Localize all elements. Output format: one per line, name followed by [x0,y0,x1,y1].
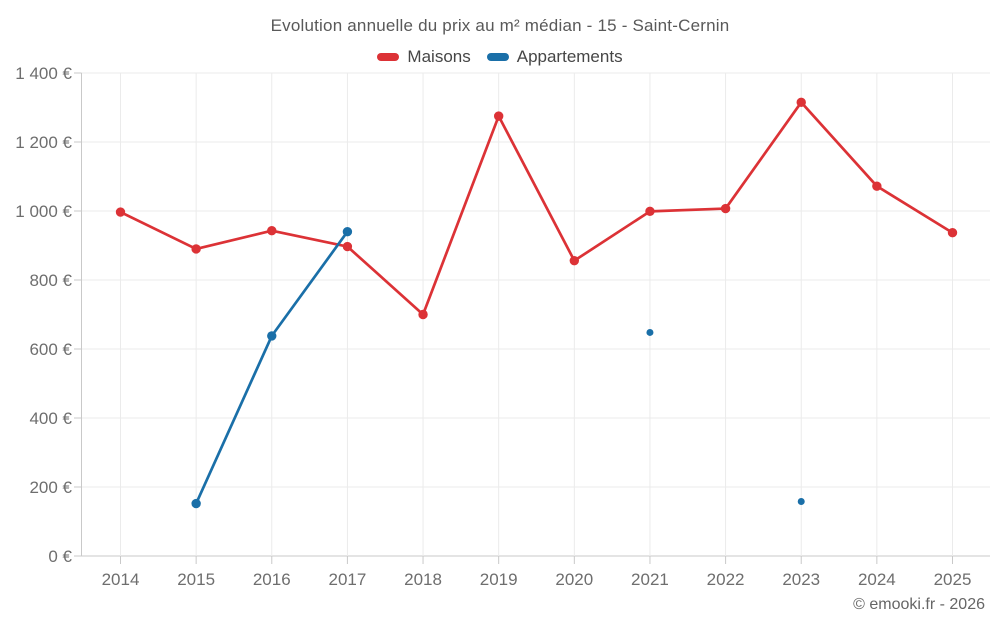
y-axis-tick-label: 400 € [29,409,72,428]
x-axis-tick-label: 2015 [177,570,215,589]
x-axis-tick-label: 2022 [707,570,745,589]
data-point-maisons-2016[interactable] [267,225,277,236]
x-axis-tick-label: 2021 [631,570,669,589]
data-point-appartements-2017[interactable] [342,227,353,237]
data-point-maisons-2014[interactable] [115,207,126,217]
x-axis-tick-label: 2019 [480,570,518,589]
data-point-maisons-2018[interactable] [418,309,428,320]
x-axis-tick-label: 2016 [253,570,291,589]
maisons-swatch-icon [377,53,400,61]
x-axis-tick-label: 2018 [404,570,442,589]
y-axis-tick-label: 0 € [48,547,72,566]
x-axis-tick-label: 2025 [934,570,972,589]
data-point-maisons-2017[interactable] [342,241,353,252]
y-axis-tick-label: 600 € [29,340,72,359]
legend-label-appartements: Appartements [516,47,623,66]
data-point-maisons-2023[interactable] [796,97,806,108]
series-line-maisons [119,100,954,316]
data-point-appartements-2015[interactable] [191,498,201,509]
data-point-appartements-2016[interactable] [267,331,277,341]
data-point-maisons-2021[interactable] [645,206,655,217]
data-point-maisons-2019[interactable] [493,111,504,121]
x-axis-tick-label: 2014 [102,570,140,589]
y-axis-tick-label: 800 € [29,271,72,290]
legend-label-maisons: Maisons [407,47,471,66]
y-axis-tick-label: 1 000 € [15,202,72,221]
x-axis-tick-label: 2023 [782,570,820,589]
data-point-maisons-2025[interactable] [947,228,958,238]
x-axis-tick-label: 2017 [328,570,366,589]
x-axis-tick-label: 2024 [858,570,896,589]
data-point-maisons-2015[interactable] [191,244,201,254]
data-point-maisons-2020[interactable] [569,255,580,266]
y-axis-tick-label: 1 200 € [15,133,72,152]
data-point-maisons-2024[interactable] [872,181,882,191]
legend-item-appartements[interactable]: Appartements [486,47,623,67]
appartements-swatch-icon [486,53,509,61]
copyright-text: © emooki.fr - 2026 [853,596,985,613]
x-axis-tick-label: 2020 [555,570,593,589]
data-point-appartements-2021[interactable] [646,328,654,336]
data-point-maisons-2022[interactable] [720,203,731,214]
data-point-appartements-2023[interactable] [797,497,805,505]
y-axis-tick-label: 200 € [29,478,72,497]
chart-legend: Maisons Appartements [0,47,1000,67]
chart-title: Evolution annuelle du prix au m² médian … [270,16,730,35]
legend-item-maisons[interactable]: Maisons [377,47,471,67]
y-axis-tick-label: 1 400 € [15,64,72,83]
